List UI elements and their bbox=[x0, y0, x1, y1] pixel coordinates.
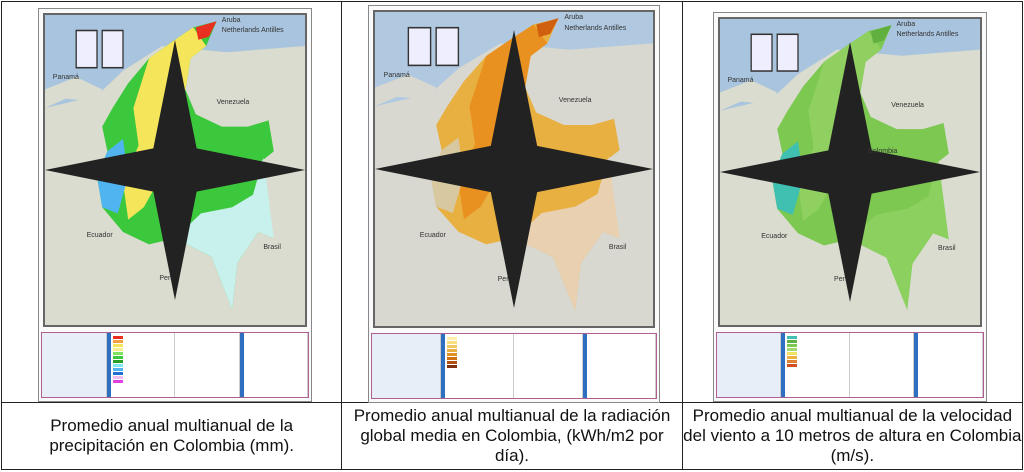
label-antilles: Netherlands Antilles bbox=[221, 27, 284, 35]
north-arrow-icon bbox=[45, 40, 305, 300]
legend-swatch bbox=[112, 336, 123, 339]
legend-swatch bbox=[787, 360, 798, 363]
inset-providencia bbox=[776, 33, 799, 72]
radiation-map: Panamá Venezuela Ecuador Perú Brasil Aru… bbox=[368, 5, 661, 403]
inset-san-andres bbox=[750, 33, 773, 72]
legend-swatches bbox=[785, 333, 850, 397]
legend-swatches bbox=[445, 334, 515, 398]
label-brasil: Brasil bbox=[263, 244, 281, 252]
institution-block bbox=[372, 334, 442, 398]
legend-swatch bbox=[447, 353, 458, 356]
panama-land bbox=[45, 77, 103, 108]
map-legend-panel bbox=[371, 333, 658, 399]
label-aruba: Aruba bbox=[221, 16, 241, 24]
label-peru: Perú bbox=[834, 276, 849, 284]
colombia-region-amazon bbox=[849, 159, 949, 310]
legend-swatch bbox=[112, 380, 123, 383]
legend-swatch bbox=[112, 364, 123, 367]
north-arrow-icon bbox=[719, 42, 980, 302]
legend-swatch bbox=[787, 344, 798, 347]
label-venezuela: Venezuela bbox=[216, 98, 250, 106]
wind-map: Panamá Venezuela Ecuador Perú Brasil Aru… bbox=[712, 12, 987, 402]
colombia-region-amazon bbox=[175, 157, 274, 310]
conventions-block bbox=[850, 333, 915, 397]
label-venezuela: Venezuela bbox=[891, 101, 924, 109]
label-ecuador: Ecuador bbox=[419, 231, 446, 239]
legend-swatch bbox=[447, 365, 458, 368]
legend-swatch bbox=[112, 348, 123, 351]
label-ecuador: Ecuador bbox=[86, 232, 113, 239]
label-brasil: Brasil bbox=[608, 244, 627, 252]
legend-swatch bbox=[447, 361, 458, 364]
legend-swatch bbox=[787, 336, 798, 339]
label-antilles: Netherlands Antilles bbox=[896, 31, 959, 39]
colombia-region-amazon bbox=[514, 156, 620, 311]
legend-swatch bbox=[447, 337, 458, 340]
map-legend-panel bbox=[41, 332, 309, 398]
institution-block bbox=[42, 333, 107, 397]
map-cell-wind: Panamá Venezuela Ecuador Perú Brasil Aru… bbox=[681, 1, 1024, 403]
guajira-region bbox=[536, 18, 559, 38]
legend-swatch bbox=[112, 352, 123, 355]
label-panama: Panamá bbox=[727, 77, 754, 85]
legend-swatch bbox=[787, 348, 798, 351]
map-frame: Panamá Venezuela Ecuador Perú Brasil Aru… bbox=[717, 17, 982, 327]
reference-info-block bbox=[244, 333, 308, 397]
label-venezuela: Venezuela bbox=[558, 96, 592, 104]
label-aruba: Aruba bbox=[564, 13, 584, 21]
map-legend-panel bbox=[715, 332, 984, 398]
label-ecuador: Ecuador bbox=[761, 233, 788, 241]
map-cell-precipitation: Panamá Venezuela Ecuador Perú Brasil Aru… bbox=[0, 1, 343, 403]
legend-swatch bbox=[112, 344, 123, 347]
precipitation-map: Panamá Venezuela Ecuador Perú Brasil Aru… bbox=[38, 8, 312, 402]
conventions-block bbox=[175, 333, 240, 397]
legend-swatch bbox=[447, 341, 458, 344]
inset-providencia bbox=[101, 29, 124, 69]
legend-swatch bbox=[447, 357, 458, 360]
map-frame: Panamá Venezuela Ecuador Perú Brasil Aru… bbox=[43, 13, 307, 327]
conventions-block bbox=[514, 334, 584, 398]
map-cell-radiation: Panamá Venezuela Ecuador Perú Brasil Aru… bbox=[341, 1, 683, 403]
reference-info-block bbox=[587, 334, 657, 398]
caption-wind: Promedio anual multianual de la velocida… bbox=[681, 402, 1024, 470]
label-peru: Perú bbox=[497, 275, 513, 283]
legend-swatch bbox=[112, 376, 123, 379]
inset-providencia bbox=[435, 26, 460, 67]
north-arrow-icon bbox=[375, 30, 654, 308]
caption-radiation: Promedio anual multianual de la radiació… bbox=[341, 402, 683, 470]
label-panama: Panamá bbox=[383, 71, 410, 79]
guajira-region bbox=[870, 25, 892, 44]
legend-swatch bbox=[112, 356, 123, 359]
label-peru: Perú bbox=[159, 275, 175, 283]
label-aruba: Aruba bbox=[896, 20, 916, 28]
institution-block bbox=[716, 333, 782, 397]
legend-swatch bbox=[447, 349, 458, 352]
label-panama: Panamá bbox=[52, 73, 79, 81]
legend-swatches bbox=[111, 333, 175, 397]
legend-swatch bbox=[787, 340, 798, 343]
caption-precipitation: Promedio anual multianual de la precipit… bbox=[0, 402, 343, 470]
panama-land bbox=[719, 80, 777, 111]
legend-swatch bbox=[112, 360, 123, 363]
legend-swatch bbox=[447, 345, 458, 348]
legend-swatch bbox=[787, 352, 798, 355]
label-colombia: Colombia bbox=[867, 147, 898, 155]
map-frame: Panamá Venezuela Ecuador Perú Brasil Aru… bbox=[373, 10, 656, 328]
inset-san-andres bbox=[75, 29, 98, 69]
legend-swatch bbox=[787, 364, 798, 367]
reference-info-block bbox=[918, 333, 983, 397]
legend-swatch bbox=[112, 368, 123, 371]
legend-swatch bbox=[112, 340, 123, 343]
legend-swatch bbox=[787, 356, 798, 359]
label-brasil: Brasil bbox=[938, 245, 956, 253]
panama-land bbox=[375, 74, 437, 107]
legend-swatch bbox=[112, 372, 123, 375]
label-antilles: Netherlands Antilles bbox=[564, 24, 627, 32]
inset-san-andres bbox=[407, 26, 432, 67]
guajira-region bbox=[195, 21, 217, 40]
